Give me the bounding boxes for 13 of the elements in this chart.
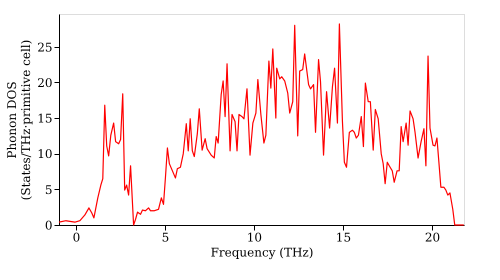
y-tick-label: 10 (37, 147, 52, 162)
x-tick-label: 0 (72, 230, 80, 244)
y-tick-label: 25 (37, 40, 52, 54)
x-tick-label: 20 (424, 230, 440, 244)
y-tick-label: 20 (37, 76, 52, 90)
x-axis-title: Frequency (THz) (210, 246, 314, 260)
y-axis-title: Phonon DOS (States/THz·primitive cell) (5, 40, 34, 200)
x-tick-label: 5 (162, 230, 170, 244)
y-tick-label: 15 (37, 112, 52, 126)
y-tick-label: 5 (44, 182, 52, 197)
y-tick-label: 0 (44, 218, 52, 232)
x-tick-label: 15 (336, 230, 352, 244)
x-tick-label: 10 (246, 230, 262, 244)
